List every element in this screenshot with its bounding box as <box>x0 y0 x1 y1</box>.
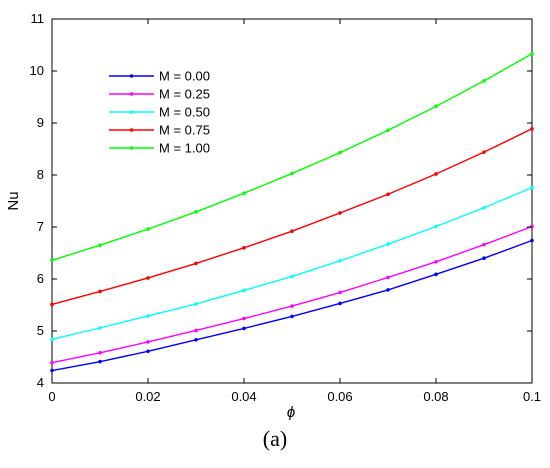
data-point <box>530 126 534 131</box>
data-point <box>530 224 534 229</box>
y-tick-label: 11 <box>31 11 45 26</box>
x-tick-label: 0.04 <box>231 389 256 404</box>
x-axis-label: ϕ <box>287 404 295 420</box>
data-point <box>50 258 54 263</box>
data-point <box>194 261 198 266</box>
legend-label: M = 1.00 <box>159 141 210 156</box>
data-point <box>482 150 486 154</box>
x-tick-label: 0.02 <box>135 389 160 404</box>
legend-marker <box>129 110 134 114</box>
data-point <box>98 359 102 364</box>
data-point <box>242 288 246 293</box>
data-point <box>194 302 198 306</box>
data-point <box>386 275 390 280</box>
data-point <box>530 238 534 243</box>
legend-entry: M = 1.00 <box>109 141 210 156</box>
data-point <box>434 104 438 109</box>
x-tick-label: 0.1 <box>523 389 541 404</box>
series-2 <box>50 185 534 342</box>
data-point <box>338 301 342 306</box>
data-point <box>482 242 486 247</box>
data-point <box>50 368 54 373</box>
data-point <box>338 290 342 295</box>
data-point <box>434 224 438 229</box>
y-tick-label: 8 <box>37 167 44 182</box>
legend-entry: M = 0.50 <box>109 105 210 120</box>
data-point <box>50 337 54 342</box>
legend-marker <box>129 74 134 78</box>
data-point <box>194 328 198 333</box>
data-point <box>386 192 390 197</box>
y-tick-label: 9 <box>37 115 44 130</box>
data-point <box>146 349 150 354</box>
y-axis-label: Nu <box>5 191 22 210</box>
plot-frame <box>51 18 533 384</box>
legend-label: M = 0.50 <box>159 105 210 120</box>
data-point <box>98 289 102 294</box>
data-point <box>290 171 294 176</box>
series-4 <box>50 52 534 263</box>
data-point <box>530 185 534 190</box>
data-point <box>530 52 534 56</box>
series-0 <box>50 238 534 373</box>
data-point <box>434 272 438 277</box>
data-point <box>194 338 198 342</box>
data-point <box>50 302 54 307</box>
data-point <box>290 274 294 279</box>
data-point <box>194 210 198 214</box>
axes: 0 0.02 0.04 0.06 0.08 0.1 4 5 6 7 8 9 10 11 <box>30 11 542 404</box>
legend-label: M = 0.25 <box>159 87 210 102</box>
data-point <box>146 314 150 318</box>
series-1 <box>50 224 534 365</box>
legend-label: M = 0.00 <box>159 69 210 84</box>
data-point <box>50 360 54 365</box>
series-layer <box>50 52 534 373</box>
x-tick-label: 0.06 <box>327 389 352 404</box>
x-tick-label: 0 <box>48 389 55 404</box>
legend-marker <box>129 92 134 96</box>
data-point <box>386 242 390 246</box>
series-3 <box>50 126 534 307</box>
legend-entry: M = 0.25 <box>109 87 210 102</box>
data-point <box>242 316 246 321</box>
data-point <box>242 326 246 331</box>
legend-entry: M = 0.00 <box>109 69 210 84</box>
legend-entry: M = 0.75 <box>109 123 210 138</box>
data-point <box>290 314 294 319</box>
legend-marker <box>129 128 134 132</box>
legend-label: M = 0.75 <box>159 123 210 138</box>
data-point <box>386 128 390 133</box>
data-point <box>146 227 150 231</box>
x-tick-label: 0.08 <box>423 389 448 404</box>
y-tick-label: 10 <box>30 63 44 78</box>
data-point <box>146 340 150 344</box>
data-point <box>482 205 486 210</box>
data-point <box>338 211 342 215</box>
data-point <box>290 229 294 233</box>
y-tick-label: 5 <box>37 323 44 338</box>
data-point <box>482 79 486 83</box>
data-point <box>338 150 342 155</box>
data-point <box>242 246 246 250</box>
data-point <box>146 276 150 280</box>
panel-label: (a) <box>262 426 288 451</box>
data-point <box>242 191 246 195</box>
y-tick-label: 4 <box>37 375 44 390</box>
data-point <box>98 326 102 330</box>
legend-marker <box>129 146 134 150</box>
data-point <box>338 259 342 263</box>
plot-area <box>51 18 533 384</box>
y-tick-label: 6 <box>37 271 44 286</box>
legend: M = 0.00 M = 0.25 M = 0.50 M = 0.75 M = 1.00 <box>109 69 210 156</box>
y-tick-label: 7 <box>37 219 44 234</box>
data-point <box>434 260 438 264</box>
data-point <box>386 288 390 292</box>
data-point <box>98 351 102 355</box>
data-point <box>98 243 102 247</box>
line-chart: 0 0.02 0.04 0.06 0.08 0.1 4 5 6 7 8 9 10 11 ϕ Nu M = … <box>5 11 542 420</box>
data-point <box>434 172 438 176</box>
data-point <box>290 304 294 308</box>
data-point <box>482 256 486 261</box>
